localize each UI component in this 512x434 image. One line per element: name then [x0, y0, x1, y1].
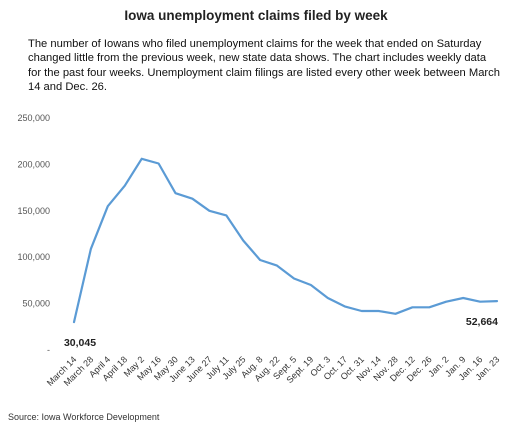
y-tick-label: - [47, 345, 50, 355]
y-tick-label: 200,000 [17, 159, 50, 169]
claims-series-line [72, 157, 499, 324]
plot-area: 30,045 52,664 [64, 157, 499, 349]
y-tick-label: 100,000 [17, 252, 50, 262]
source-note: Source: Iowa Workforce Development [8, 412, 160, 422]
y-axis: - 50,000 100,000 150,000 200,000 250,000 [17, 113, 50, 355]
data-label: 52,664 [466, 316, 498, 328]
y-tick-label: 250,000 [17, 113, 50, 123]
chart-title: Iowa unemployment claims filed by week [124, 8, 388, 23]
chart-subtitle: The number of Iowans who filed unemploym… [28, 38, 500, 94]
y-tick-label: 50,000 [22, 299, 50, 309]
y-tick-label: 150,000 [17, 206, 50, 216]
data-label: 30,045 [64, 337, 96, 349]
